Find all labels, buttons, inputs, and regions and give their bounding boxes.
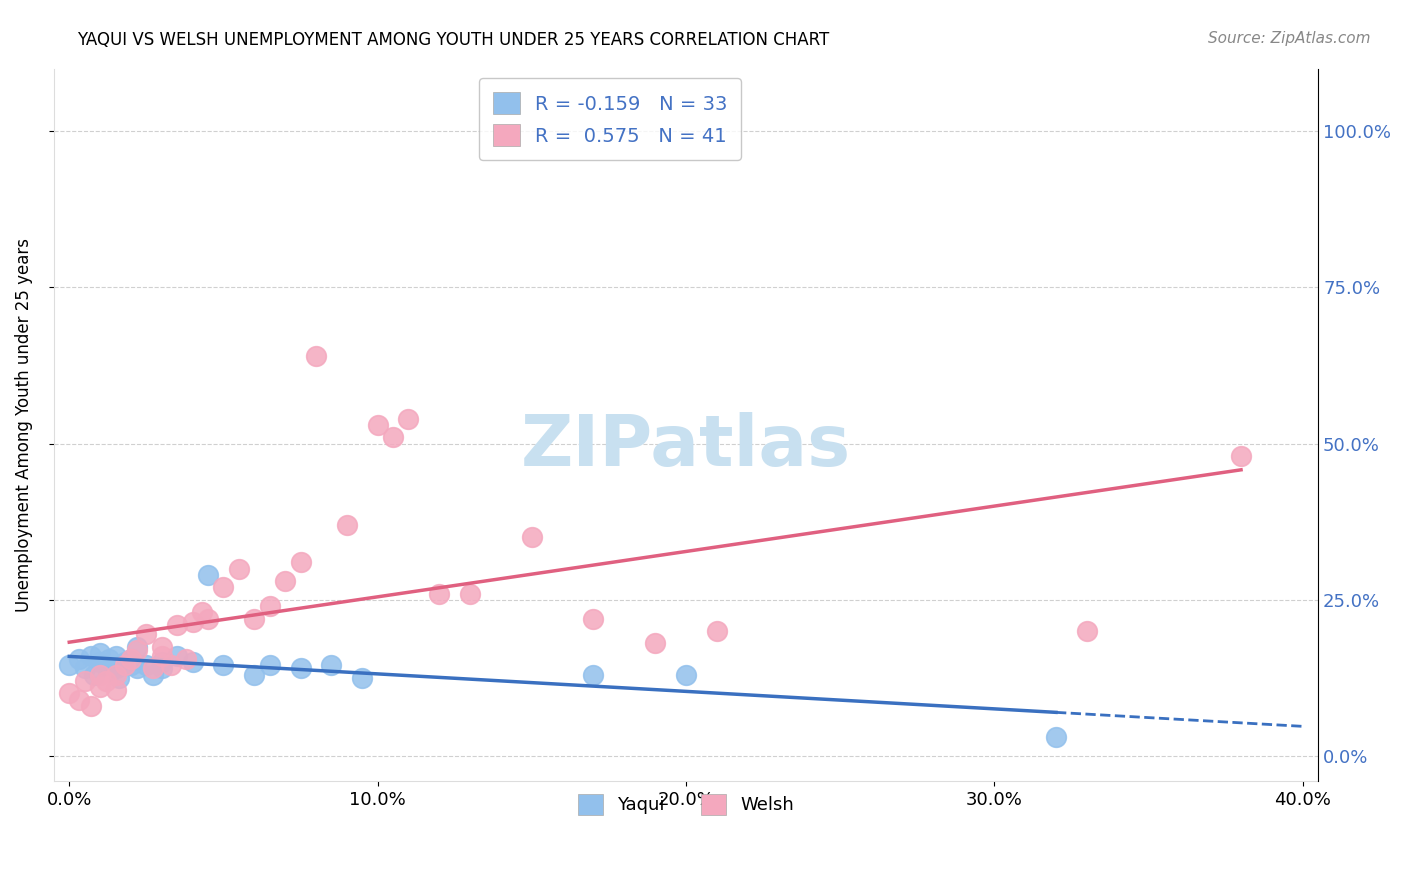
Point — [1230, 449, 1253, 463]
Point — [135, 658, 157, 673]
Point — [706, 624, 728, 638]
Point — [520, 530, 543, 544]
Point — [89, 655, 111, 669]
Point — [243, 667, 266, 681]
Point — [114, 658, 136, 673]
Point — [80, 698, 103, 713]
Point — [321, 658, 343, 673]
Point — [127, 661, 149, 675]
Point — [582, 667, 605, 681]
Point — [336, 517, 359, 532]
Point — [398, 411, 420, 425]
Point — [127, 640, 149, 654]
Point — [191, 605, 214, 619]
Y-axis label: Unemployment Among Youth under 25 years: Unemployment Among Youth under 25 years — [15, 238, 32, 612]
Point — [80, 648, 103, 663]
Point — [73, 661, 96, 675]
Point — [141, 667, 163, 681]
Point — [290, 661, 312, 675]
Point — [150, 661, 173, 675]
Point — [58, 658, 80, 673]
Point — [104, 667, 127, 681]
Point — [67, 692, 90, 706]
Point — [89, 667, 111, 681]
Point — [290, 555, 312, 569]
Point — [127, 642, 149, 657]
Point — [1076, 624, 1098, 638]
Point — [114, 655, 136, 669]
Point — [135, 627, 157, 641]
Point — [104, 661, 127, 675]
Point — [675, 667, 697, 681]
Point — [367, 417, 389, 432]
Point — [98, 652, 121, 666]
Text: Source: ZipAtlas.com: Source: ZipAtlas.com — [1208, 31, 1371, 46]
Point — [96, 673, 118, 688]
Point — [104, 648, 127, 663]
Point — [1045, 731, 1067, 745]
Point — [58, 686, 80, 700]
Legend: Yaqui, Welsh: Yaqui, Welsh — [567, 783, 806, 825]
Point — [212, 580, 235, 594]
Point — [228, 561, 250, 575]
Point — [212, 658, 235, 673]
Point — [141, 661, 163, 675]
Point — [305, 349, 328, 363]
Point — [83, 667, 105, 681]
Point — [120, 652, 142, 666]
Point — [243, 611, 266, 625]
Point — [352, 671, 374, 685]
Point — [259, 658, 281, 673]
Point — [274, 574, 297, 588]
Point — [181, 615, 204, 629]
Point — [73, 673, 96, 688]
Point — [166, 617, 188, 632]
Point — [166, 648, 188, 663]
Point — [197, 567, 219, 582]
Point — [120, 652, 142, 666]
Point — [181, 655, 204, 669]
Point — [150, 648, 173, 663]
Point — [104, 683, 127, 698]
Point — [120, 658, 142, 673]
Point — [89, 680, 111, 694]
Point — [150, 640, 173, 654]
Point — [382, 430, 405, 444]
Point — [160, 658, 183, 673]
Point — [176, 652, 198, 666]
Point — [107, 671, 129, 685]
Text: YAQUI VS WELSH UNEMPLOYMENT AMONG YOUTH UNDER 25 YEARS CORRELATION CHART: YAQUI VS WELSH UNEMPLOYMENT AMONG YOUTH … — [77, 31, 830, 49]
Point — [427, 586, 450, 600]
Point — [197, 611, 219, 625]
Point — [259, 599, 281, 613]
Point — [644, 636, 666, 650]
Point — [150, 655, 173, 669]
Point — [582, 611, 605, 625]
Point — [458, 586, 481, 600]
Point — [96, 658, 118, 673]
Text: ZIPatlas: ZIPatlas — [522, 411, 851, 481]
Point — [67, 652, 90, 666]
Point — [89, 646, 111, 660]
